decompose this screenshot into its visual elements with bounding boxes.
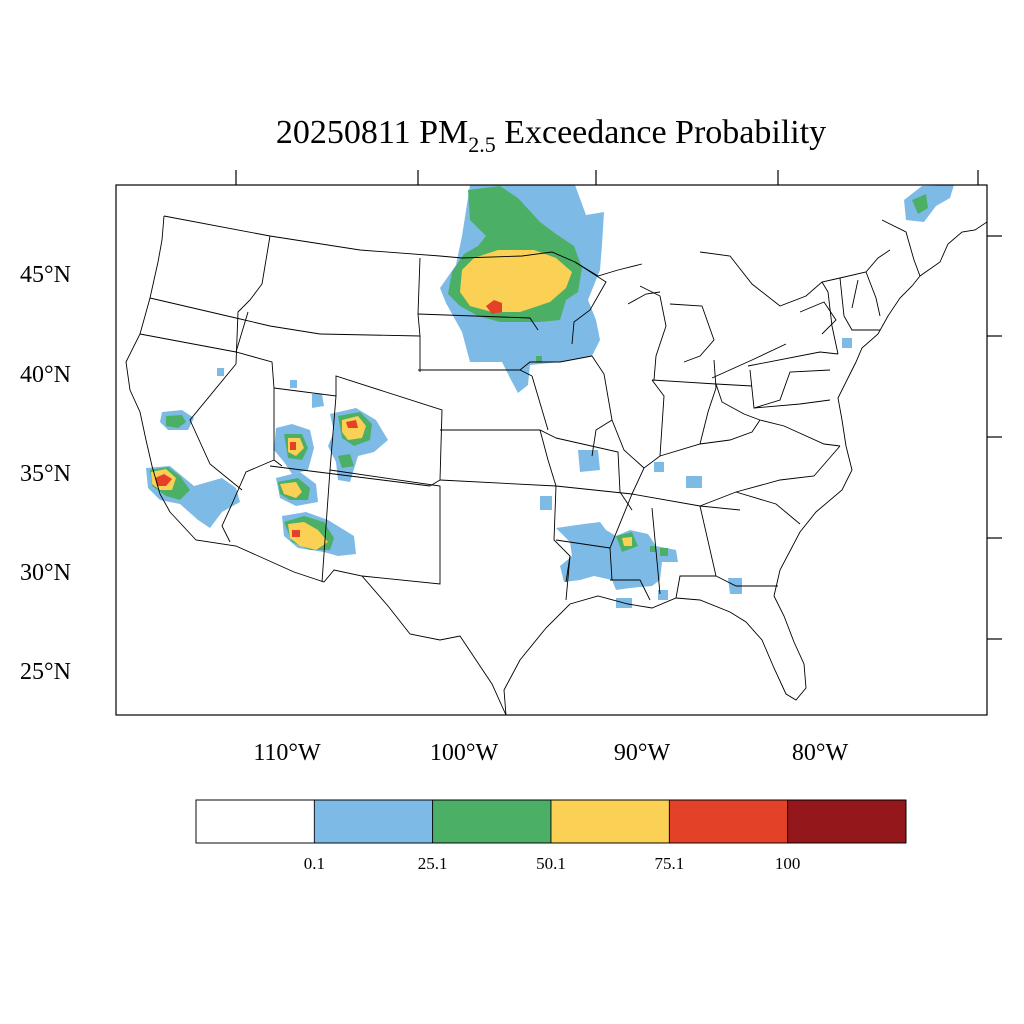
colorbar-swatches: [195, 799, 907, 844]
colorbar-labels: 0.1 25.1 50.1 75.1 100: [304, 854, 801, 873]
colorbar-level-label: 75.1: [654, 854, 684, 873]
ne-blue: [904, 185, 954, 222]
ms-yellow: [622, 537, 632, 546]
wi-blue: [566, 324, 574, 334]
ut-blue-2: [290, 380, 297, 388]
az-c-yellow: [280, 482, 302, 498]
south-blue: [556, 522, 678, 590]
lat-label-40: 40°N: [20, 362, 71, 388]
az-n-red: [290, 442, 296, 450]
colorbar-level-label: 50.1: [536, 854, 566, 873]
lat-label-45: 45°N: [20, 262, 71, 288]
nj-blue: [842, 338, 852, 348]
ut-blue: [312, 394, 324, 408]
plume-yellow: [460, 250, 572, 312]
colorbar-level-label: 0.1: [304, 854, 325, 873]
lat-label-35: 35°N: [20, 461, 71, 487]
co-green-2: [338, 454, 354, 468]
az-s-red: [292, 530, 300, 537]
co-red: [346, 420, 358, 428]
ms-green-2: [660, 548, 668, 556]
ar-blue: [578, 450, 600, 472]
colorbar-frame: [195, 799, 907, 844]
ne-green: [912, 194, 928, 214]
ut-blue-3: [217, 368, 224, 376]
colorbar-swatch: [668, 799, 789, 844]
state-boundaries: [125, 215, 987, 715]
lon-labels: 110°W 100°W 90°W 80°W: [253, 740, 848, 766]
colorbar-swatch: [195, 799, 315, 844]
socal-red: [155, 474, 172, 486]
lon-label-80: 80°W: [792, 740, 849, 766]
ok-blue: [540, 496, 552, 510]
colorbar-level-label: 100: [775, 854, 801, 873]
colorbar-swatch: [787, 799, 907, 844]
probability-shading: [146, 185, 954, 608]
colorbar-swatch: [432, 799, 552, 844]
colorbar-swatch: [550, 799, 670, 844]
ky-blue: [686, 476, 702, 488]
colorbar-level-label: 25.1: [418, 854, 448, 873]
frame-ticks: [235, 170, 1002, 640]
az-s-yellow: [288, 522, 328, 550]
ia-green: [536, 356, 542, 362]
lat-label-25: 25°N: [20, 659, 71, 685]
nv-green: [166, 415, 186, 428]
al-blue: [658, 590, 668, 600]
map-title: 20250811 PM2.5 Exceedance Probability: [276, 114, 826, 157]
plume-red: [486, 300, 502, 314]
lat-label-30: 30°N: [20, 560, 71, 586]
colorbar-swatch: [313, 799, 434, 844]
tn-blue: [654, 462, 664, 472]
map-frame: [115, 184, 988, 716]
lat-labels: 45°N 40°N 35°N 30°N 25°N: [20, 262, 71, 685]
lon-label-110: 110°W: [253, 740, 321, 766]
lon-label-90: 90°W: [614, 740, 671, 766]
colorbar: 0.1 25.1 50.1 75.1 100: [195, 799, 907, 873]
lon-label-100: 100°W: [430, 740, 499, 766]
ms-green-3: [650, 546, 656, 552]
